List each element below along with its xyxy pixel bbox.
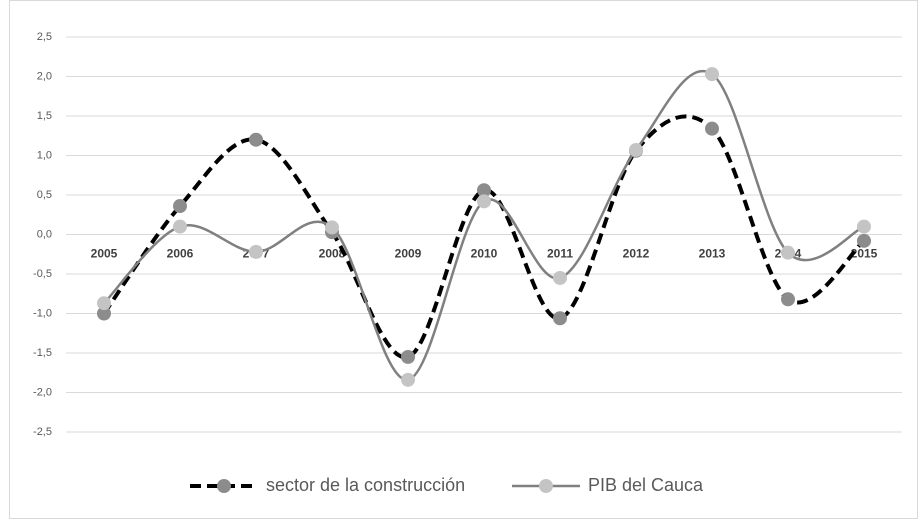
data-point <box>477 194 491 209</box>
data-point <box>629 142 643 157</box>
y-tick-label: 1,0 <box>37 149 52 161</box>
data-point <box>173 219 187 234</box>
data-point <box>781 292 795 307</box>
data-point <box>705 121 719 136</box>
x-tick-label: 2011 <box>547 247 573 261</box>
y-tick-label: -0,5 <box>33 268 52 280</box>
x-tick-label: 2005 <box>91 247 118 261</box>
y-tick-label: -2,0 <box>33 386 52 398</box>
x-tick-label: 2006 <box>167 247 194 261</box>
data-point <box>781 245 795 260</box>
x-tick-label: 2012 <box>623 247 650 261</box>
data-point <box>325 220 339 235</box>
data-point <box>97 296 111 311</box>
data-point <box>553 311 567 326</box>
legend-label: sector de la construcción <box>266 475 465 495</box>
y-tick-label: -1,5 <box>33 347 52 359</box>
data-point <box>401 349 415 364</box>
data-point <box>249 132 263 147</box>
y-tick-label: 2,5 <box>37 31 52 43</box>
x-tick-label: 2015 <box>851 247 878 261</box>
data-point <box>553 270 567 285</box>
data-point <box>477 183 491 198</box>
data-point <box>705 67 719 82</box>
y-tick-label: 0,5 <box>37 189 52 201</box>
y-tick-label: -1,0 <box>33 307 52 319</box>
data-point <box>97 306 111 321</box>
x-tick-label: 2009 <box>395 247 422 261</box>
data-point <box>857 233 871 248</box>
data-point <box>857 219 871 234</box>
x-tick-label: 2013 <box>699 247 726 261</box>
x-tick-label: 2010 <box>471 247 498 261</box>
y-tick-label: 0,0 <box>37 228 52 240</box>
legend-label: PIB del Cauca <box>588 475 704 495</box>
data-point <box>173 199 187 214</box>
y-tick-label: 2,0 <box>37 70 52 82</box>
y-tick-label: 1,5 <box>37 110 52 122</box>
x-tick-label: 2008 <box>319 247 346 261</box>
data-point <box>401 372 415 387</box>
legend-marker <box>217 479 231 493</box>
y-tick-label: -2,5 <box>33 426 52 438</box>
data-point <box>249 244 263 259</box>
legend-marker <box>539 479 553 493</box>
